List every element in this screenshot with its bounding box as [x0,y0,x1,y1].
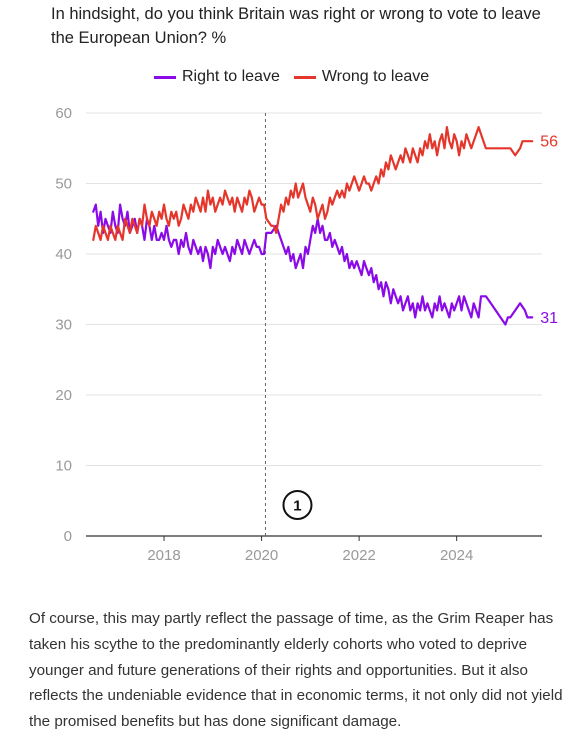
end-label-wrong-to-leave: 56 [540,134,558,151]
grid-lines [86,112,542,537]
legend-item-right-to-leave: Right to leave [154,68,280,86]
annotation-marker [282,489,313,520]
x-tick-label: 2018 [147,547,180,564]
legend-item-wrong-to-leave: Wrong to leave [293,68,430,86]
y-tick-label: 0 [64,528,72,545]
series-line-right-to-leave [92,203,534,326]
legend-swatch-right-to-leave [154,75,176,79]
series-line-wrong-to-leave [92,126,534,241]
y-tick-label: 30 [55,317,72,334]
x-tick-label: 2020 [245,547,278,564]
x-axis: 2018 2020 2022 2024 [147,536,473,564]
end-label-right-to-leave: 31 [540,310,558,327]
article-paragraph: Of course, this may partly reflect the p… [29,610,563,731]
y-tick-label: 20 [55,387,72,404]
chart-title: In hindsight, do you think Britain was r… [51,5,541,47]
end-labels: 31 56 [540,134,558,327]
annotation: 1 [264,113,313,536]
legend-label-right-to-leave: Right to leave [182,68,280,85]
annotation-number: 1 [293,497,301,514]
y-axis-tick-labels: 0 10 20 30 40 50 60 [55,105,72,545]
chart-legend: Right to leave Wrong to leave [154,66,443,88]
y-tick-label: 10 [55,458,72,475]
x-tick-label: 2024 [440,547,473,564]
legend-swatch-wrong-to-leave [293,75,316,79]
y-tick-label: 40 [55,246,72,263]
y-tick-label: 50 [55,176,72,193]
y-tick-label: 60 [55,105,72,122]
line-chart: 0 10 20 30 40 50 60 2018 2020 2022 2024 1 31 56 [55,105,558,564]
legend-label-wrong-to-leave: Wrong to leave [321,68,430,85]
series-lines [92,126,534,326]
x-tick-label: 2022 [342,547,375,564]
